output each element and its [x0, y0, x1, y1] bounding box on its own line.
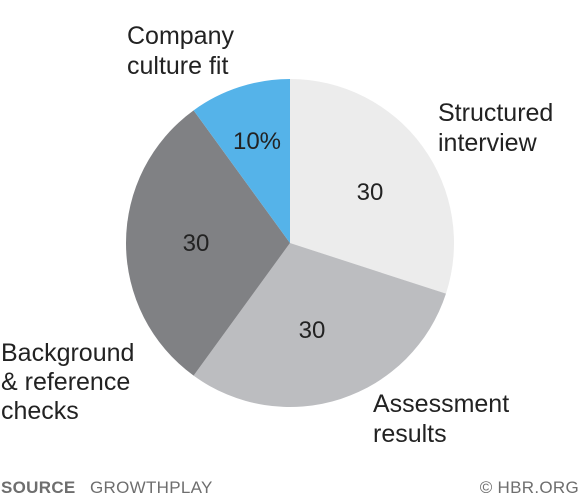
category-label-structured-interview: Structured interview	[438, 99, 560, 157]
pie-slice-company-culture-fit	[193, 79, 290, 243]
pie-slices	[125, 79, 454, 408]
label-line: Background	[1, 339, 134, 367]
source-value: GROWTHPLAY	[90, 478, 213, 497]
label-line: checks	[1, 397, 79, 425]
label-line: & reference	[1, 368, 130, 396]
pie-category-labels: Structured interview Assessment results …	[1, 22, 560, 448]
label-line: Assessment	[373, 390, 509, 418]
pie-value-labels: 30 30 30 10%	[183, 128, 384, 344]
value-label-background-checks: 30	[183, 230, 210, 257]
source-key: SOURCE	[1, 478, 76, 497]
pie-slice-assessment-results	[193, 243, 446, 408]
value-label-structured-interview: 30	[357, 179, 384, 206]
pie-slice-background-reference-checks	[125, 110, 290, 376]
value-label-company-culture-fit: 10%	[233, 128, 281, 155]
category-label-company-culture-fit: Company culture fit	[127, 22, 241, 80]
category-label-background-checks: Background & reference checks	[1, 339, 141, 425]
label-line: culture fit	[127, 52, 228, 80]
pie-slice-structured-interview	[290, 79, 454, 294]
chart-footer: SOURCE GROWTHPLAY © HBR.ORG	[0, 478, 581, 502]
category-label-assessment-results: Assessment results	[373, 390, 516, 448]
value-label-assessment-results: 30	[299, 317, 326, 344]
label-line: results	[373, 420, 447, 448]
label-line: interview	[438, 129, 538, 157]
label-line: Company	[127, 22, 234, 50]
label-line: Structured	[438, 99, 553, 127]
copyright: © HBR.ORG	[479, 478, 579, 497]
pie-chart: 30 30 30 10% Structured interview Assess…	[1, 22, 560, 448]
